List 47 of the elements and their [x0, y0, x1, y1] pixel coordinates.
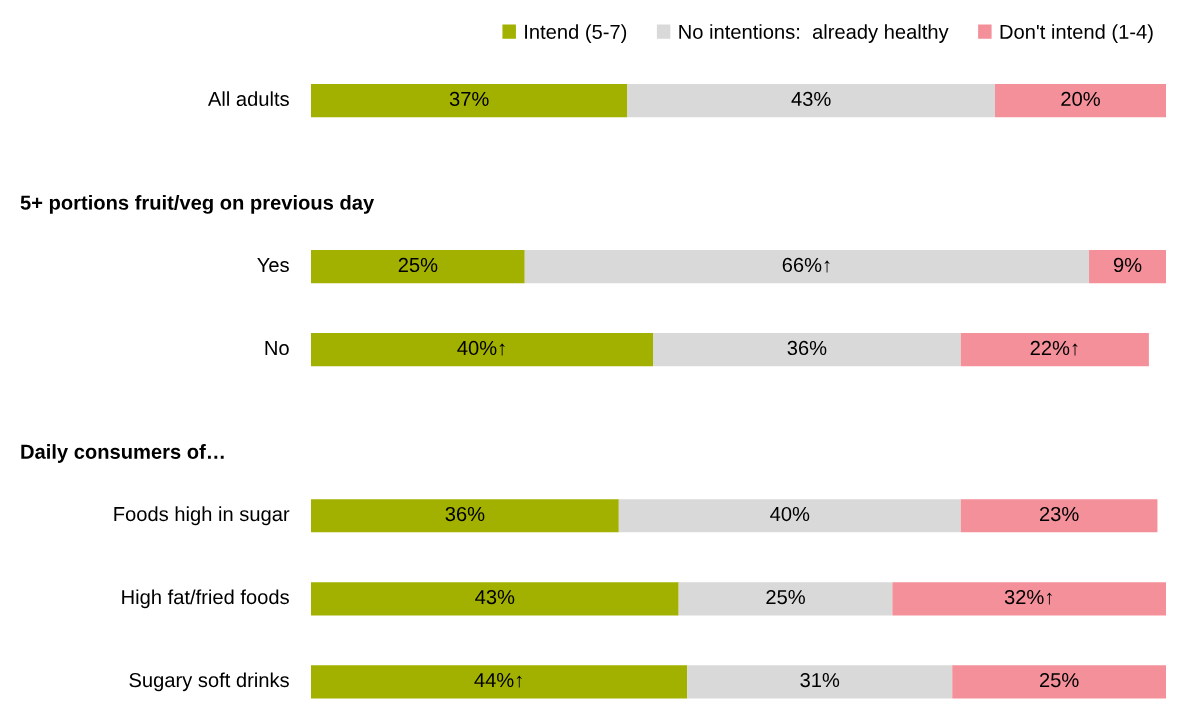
- bar: [311, 499, 619, 533]
- data-label: 40%↑: [457, 340, 505, 356]
- bar: [687, 665, 953, 699]
- data-label: 66%↑: [782, 257, 830, 273]
- bar: [524, 250, 1090, 284]
- bar: [618, 499, 961, 533]
- data-label: 31%: [800, 672, 840, 688]
- data-label: 23%: [1039, 506, 1079, 522]
- bar: [892, 582, 1166, 616]
- bar: [627, 84, 995, 118]
- y-tick-label: Sugary soft drinks: [129, 672, 289, 692]
- data-label: 25%: [398, 257, 438, 273]
- data-label: 44%↑: [474, 673, 522, 688]
- legend-label: Intend (5-7): [525, 24, 627, 43]
- bar: [311, 84, 628, 118]
- data-label: 20%: [1061, 91, 1100, 107]
- bar: [311, 333, 653, 367]
- data-label: 25%: [766, 589, 805, 605]
- data-label: 36%: [445, 506, 485, 522]
- y-tick-label: No: [265, 341, 289, 356]
- bar: [311, 665, 688, 699]
- bar: [678, 582, 893, 616]
- data-label: 40%: [770, 506, 810, 522]
- bar: [960, 333, 1149, 367]
- bar: [995, 84, 1166, 118]
- bar: [653, 333, 961, 367]
- data-label: 37%: [449, 91, 489, 107]
- data-label: 36%: [787, 340, 827, 356]
- data-label: 25%: [1039, 672, 1079, 688]
- bar: [311, 250, 525, 284]
- y-tick-label: Yes: [257, 258, 289, 273]
- data-label: 22%↑: [1030, 340, 1078, 356]
- data-label: 32%↑: [1004, 589, 1052, 605]
- annotation: 5+ portions fruit/veg on previous day: [20, 195, 375, 214]
- bar: [960, 499, 1158, 533]
- bar: [1089, 250, 1166, 284]
- data-label: 43%: [791, 91, 831, 107]
- y-tick-label: All adults: [207, 91, 289, 107]
- bar: [952, 665, 1166, 699]
- legend-label: Don't intend (1-4): [1000, 24, 1153, 43]
- data-label: 43%: [475, 589, 515, 605]
- data-label: 9%: [1113, 257, 1142, 273]
- bar: [311, 582, 679, 616]
- y-tick-label: Foods high in sugar: [114, 506, 290, 526]
- legend-label: No intentions: already healthy: [679, 24, 949, 43]
- text: Daily consumers of…: [21, 444, 224, 463]
- y-tick-label: High fat/fried foods: [122, 589, 289, 609]
